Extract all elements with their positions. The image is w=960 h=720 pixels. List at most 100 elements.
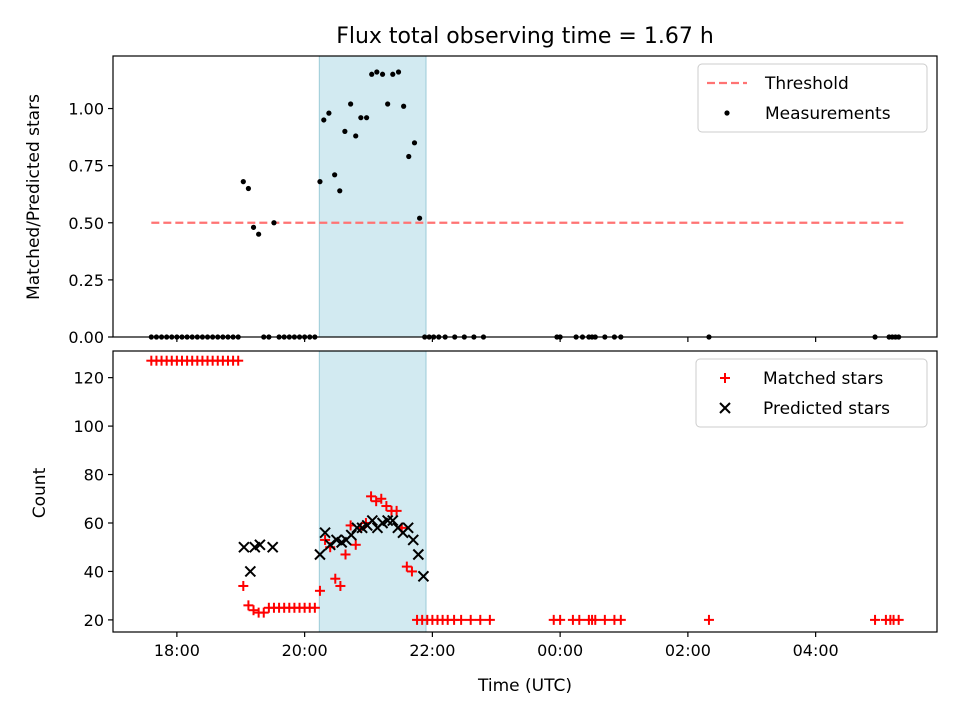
bottom-point-0-73 xyxy=(615,614,626,625)
top-point-0-45 xyxy=(379,71,386,77)
bottom-point-0-48 xyxy=(391,505,402,516)
bottom-point-1-18-b xyxy=(381,514,394,527)
bottom-point-0-60 xyxy=(456,614,467,625)
bottom-point-1-4 xyxy=(266,541,279,553)
bottom-point-0-22 xyxy=(258,607,269,618)
top-point-0-46 xyxy=(385,101,391,107)
bottom-point-1-24 xyxy=(412,548,425,561)
bottom-point-1-11 xyxy=(345,529,357,541)
bottom-ytick-label-0: 20 xyxy=(84,611,104,630)
top-point-0-34 xyxy=(321,117,327,123)
bottom-point-1-22-b xyxy=(402,522,414,534)
bottom-point-0-75 xyxy=(870,614,881,625)
top-point-0-38 xyxy=(342,128,348,134)
bottom-xtick-label-5: 04:00 xyxy=(793,641,839,660)
bottom-point-1-11-b xyxy=(345,529,357,541)
bottom-point-1-6 xyxy=(319,526,331,539)
top-point-0-39 xyxy=(348,101,354,107)
top-point-0-47 xyxy=(390,71,396,77)
top-legend-marker-1 xyxy=(724,110,730,116)
bottom-chart-xlabel: Time (UTC) xyxy=(477,676,572,696)
bottom-point-0-62 xyxy=(475,614,486,625)
bottom-point-1-0-b xyxy=(238,541,250,553)
top-point-0-24 xyxy=(271,220,277,226)
top-point-0-52 xyxy=(417,215,423,221)
bottom-point-1-19 xyxy=(387,514,399,527)
top-series-0 xyxy=(148,69,902,340)
bottom-point-0-70 xyxy=(590,614,601,625)
bottom-point-0-44 xyxy=(371,496,382,507)
bottom-chart-legend: Matched stars Predicted stars xyxy=(695,358,928,428)
bottom-point-1-1-b xyxy=(244,565,257,578)
bottom-point-0-67 xyxy=(574,614,585,625)
bottom-point-0-74 xyxy=(703,614,714,625)
bottom-point-1-6-b xyxy=(319,526,331,539)
bottom-point-0-17 xyxy=(233,355,244,366)
bottom-point-1-22 xyxy=(402,522,414,534)
bottom-legend-marker-0 xyxy=(720,373,730,383)
bottom-point-0-20 xyxy=(248,605,259,616)
top-point-0-20 xyxy=(250,224,257,230)
top-point-0-36 xyxy=(332,172,338,178)
bottom-chart-ylabel: Count xyxy=(30,467,50,518)
bottom-point-0-50 xyxy=(401,561,412,572)
top-point-0-51 xyxy=(411,140,418,146)
top-chart-legend: Threshold Measurements xyxy=(697,63,928,133)
bottom-legend-box xyxy=(695,358,928,428)
bottom-point-1-18 xyxy=(381,514,394,527)
top-legend-label-1: Measurements xyxy=(765,104,891,124)
bottom-legend-marker-1 xyxy=(719,402,731,414)
bottom-point-1-0 xyxy=(238,541,250,553)
bottom-frame xyxy=(112,350,938,633)
bottom-legend-label-1: Predicted stars xyxy=(763,399,890,419)
top-point-0-21 xyxy=(256,231,262,237)
top-point-0-48 xyxy=(395,69,402,75)
top-point-0-43 xyxy=(369,71,375,77)
bottom-point-0-61 xyxy=(465,614,476,625)
bottom-ytick-label-2: 60 xyxy=(84,514,104,533)
bottom-xtick-label-4: 02:00 xyxy=(665,641,711,660)
bottom-point-1-4-b xyxy=(266,541,279,553)
top-point-0-49 xyxy=(401,103,407,109)
bottom-point-0-19 xyxy=(243,600,254,611)
bottom-point-0-37 xyxy=(335,580,346,591)
top-ytick-label-1: 0.25 xyxy=(68,271,104,290)
bottom-legend-label-0: Matched stars xyxy=(763,369,883,389)
bottom-xtick-label-0: 18:00 xyxy=(154,641,200,660)
bottom-point-1-12-b xyxy=(351,522,363,534)
top-ytick-label-0: 0.00 xyxy=(68,328,104,347)
bottom-point-1-8-b xyxy=(330,534,343,546)
bottom-point-0-65 xyxy=(555,614,566,625)
bottom-ytick-label-3: 80 xyxy=(84,466,104,485)
bottom-point-1-3 xyxy=(254,539,266,551)
top-frame xyxy=(112,55,938,338)
top-point-0-41 xyxy=(358,115,364,121)
top-point-0-42 xyxy=(363,115,370,121)
bottom-point-1-5 xyxy=(314,548,326,561)
bottom-ytick-label-4: 100 xyxy=(73,417,104,436)
bottom-point-1-5-b xyxy=(314,548,326,561)
top-ytick-label-2: 0.50 xyxy=(68,214,104,233)
top-point-0-40 xyxy=(353,133,359,139)
top-ytick-label-4: 1.00 xyxy=(68,100,104,119)
bottom-xtick-label-1: 20:00 xyxy=(282,641,328,660)
bottom-point-0-40 xyxy=(350,539,361,550)
bottom-point-1-15 xyxy=(366,514,379,527)
top-ytick-label-3: 0.75 xyxy=(68,157,104,176)
top-legend-label-0: Threshold xyxy=(764,74,849,94)
top-shaded-span xyxy=(318,55,427,338)
bottom-point-0-43 xyxy=(366,491,377,502)
bottom-point-1-1 xyxy=(244,565,257,578)
bottom-point-0-51 xyxy=(406,566,417,577)
bottom-xtick-label-2: 22:00 xyxy=(409,641,455,660)
top-chart-plot-area: 0.00 0.25 0.50 0.75 1.00 xyxy=(68,55,938,347)
top-point-0-37 xyxy=(337,188,343,194)
bottom-series-1 xyxy=(238,514,430,582)
bottom-legend-marker-1-b xyxy=(719,402,731,414)
bottom-point-1-23 xyxy=(407,534,419,546)
bottom-point-0-32 xyxy=(309,602,320,613)
top-point-0-50 xyxy=(406,153,412,160)
bottom-point-1-12 xyxy=(351,522,363,534)
top-legend-box xyxy=(697,63,928,133)
